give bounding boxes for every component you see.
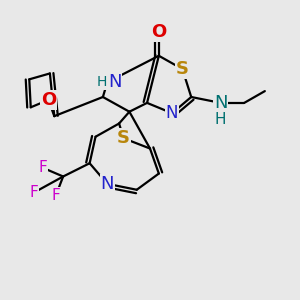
Text: S: S bbox=[176, 60, 189, 78]
Text: O: O bbox=[41, 91, 56, 109]
Text: N: N bbox=[166, 104, 178, 122]
Text: N: N bbox=[214, 94, 227, 112]
Text: H: H bbox=[97, 75, 107, 89]
Text: N: N bbox=[100, 175, 114, 193]
Text: N: N bbox=[108, 73, 122, 91]
Text: O: O bbox=[151, 23, 166, 41]
Text: H: H bbox=[215, 112, 226, 127]
Text: F: F bbox=[38, 160, 47, 175]
Text: F: F bbox=[51, 188, 60, 203]
Text: F: F bbox=[29, 185, 38, 200]
Text: S: S bbox=[117, 129, 130, 147]
